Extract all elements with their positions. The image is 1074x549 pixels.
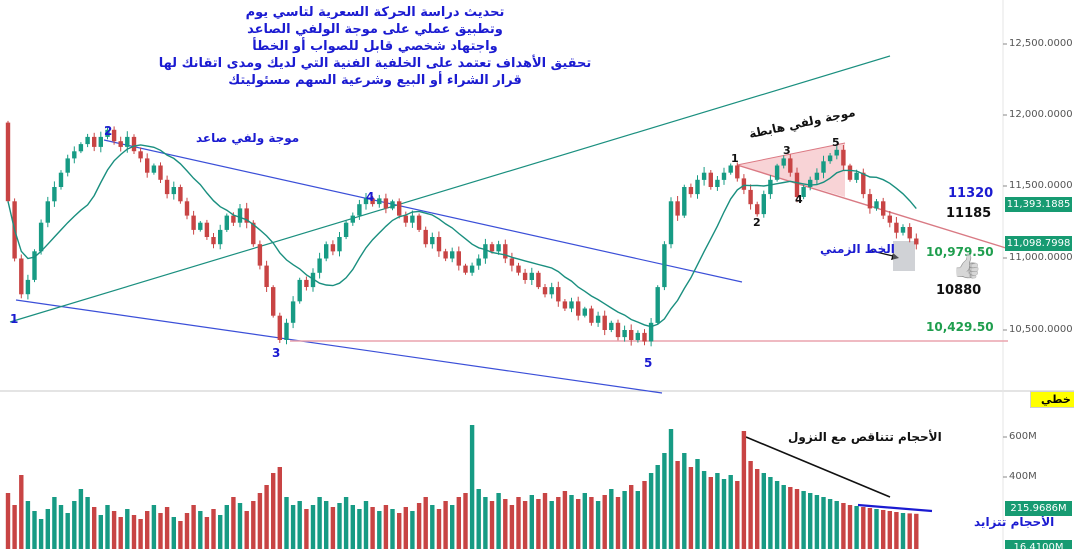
wave-point-down-4: 4: [795, 193, 803, 206]
upper-target-callout: 11320: [948, 186, 994, 201]
linear-scale-toggle[interactable]: خطي: [1030, 391, 1074, 408]
support-level-callout: 10,429.50: [926, 320, 994, 334]
volume-scale-badge: 16.4100M: [1005, 540, 1072, 549]
timeline-arrow-head: [891, 253, 899, 260]
title-line-1: تحديث دراسة الحركة السعرية لتاسي يوم: [245, 5, 505, 20]
wolfe-up-target-line-1-4: [9, 55, 891, 323]
wolfe-up-line-2-4: [103, 139, 743, 283]
wave-point-up-3: 3: [272, 346, 281, 360]
volume-tick-label: 600M: [1009, 431, 1037, 442]
title-line-4: تحقيق الأهداف تعتمد على الخلفية الفنية ا…: [158, 56, 592, 71]
wave-point-up-5: 5: [644, 356, 653, 370]
volume-decreasing-label: الأحجام تتناقص مع النزول: [788, 430, 942, 444]
wave-point-down-1: 1: [731, 152, 739, 165]
price-tick-label: 10,500.0000: [1009, 324, 1073, 335]
title-line-3: واجتهاد شخصي قابل للصواب أو الخطأ: [252, 39, 498, 54]
wolfe-up-wave-label: موجة ولفي صاعد: [196, 131, 300, 145]
ma-value-badge: 11,393.1885: [1005, 197, 1072, 212]
title-line-5: قرار الشراء أو البيع وشرعية السهم مسئولي…: [228, 73, 522, 88]
price-tick-label: 11,000.0000: [1009, 252, 1073, 263]
lower-target-callout: 10,979.50: [926, 245, 994, 259]
lower-level-callout: 10880: [936, 283, 982, 298]
timeline-arrow: [871, 250, 894, 257]
upper-level-callout: 11185: [946, 206, 992, 221]
wolfe-up-line-1-3: [15, 299, 663, 394]
wave-point-up-1: 1: [10, 312, 19, 326]
wave-point-down-2: 2: [753, 216, 761, 229]
timeline-label: الخط الزمني: [820, 242, 895, 256]
volume-increasing-label: الأحجام تتزايد: [974, 515, 1055, 529]
chart-title: تحديث دراسة الحركة السعرية لتاسي يوم وتط…: [140, 4, 610, 89]
volume-bars: [5, 425, 919, 549]
thumbs-up-icon: 👍: [952, 252, 982, 280]
last-price-badge: 11,098.7998: [1005, 236, 1072, 251]
wave-point-down-3: 3: [783, 144, 791, 157]
wolfe-down-wave-label: موجة ولفي هابطة: [747, 104, 857, 142]
wave-point-up-2: 2: [104, 124, 113, 138]
volume-value-badge: 215.9686M: [1005, 501, 1072, 516]
candles: [5, 120, 919, 347]
price-tick-label: 11,500.0000: [1009, 180, 1073, 191]
wave-point-up-4: 4: [366, 190, 375, 204]
moving-average: [7, 144, 917, 328]
timeline-highlight-band: [893, 241, 915, 271]
wave-point-down-5: 5: [832, 136, 840, 149]
wolfe-down-line-1-3-5: [736, 142, 846, 166]
title-line-2: وتطبيق عملي على موجة الولفي الصاعد: [247, 22, 503, 37]
volume-tick-label: 400M: [1009, 471, 1037, 482]
volume-declining-line: [745, 436, 891, 498]
price-tick-label: 12,000.0000: [1009, 109, 1073, 120]
price-tick-label: 12,500.0000: [1009, 38, 1073, 49]
volume-rising-line: [857, 503, 933, 513]
